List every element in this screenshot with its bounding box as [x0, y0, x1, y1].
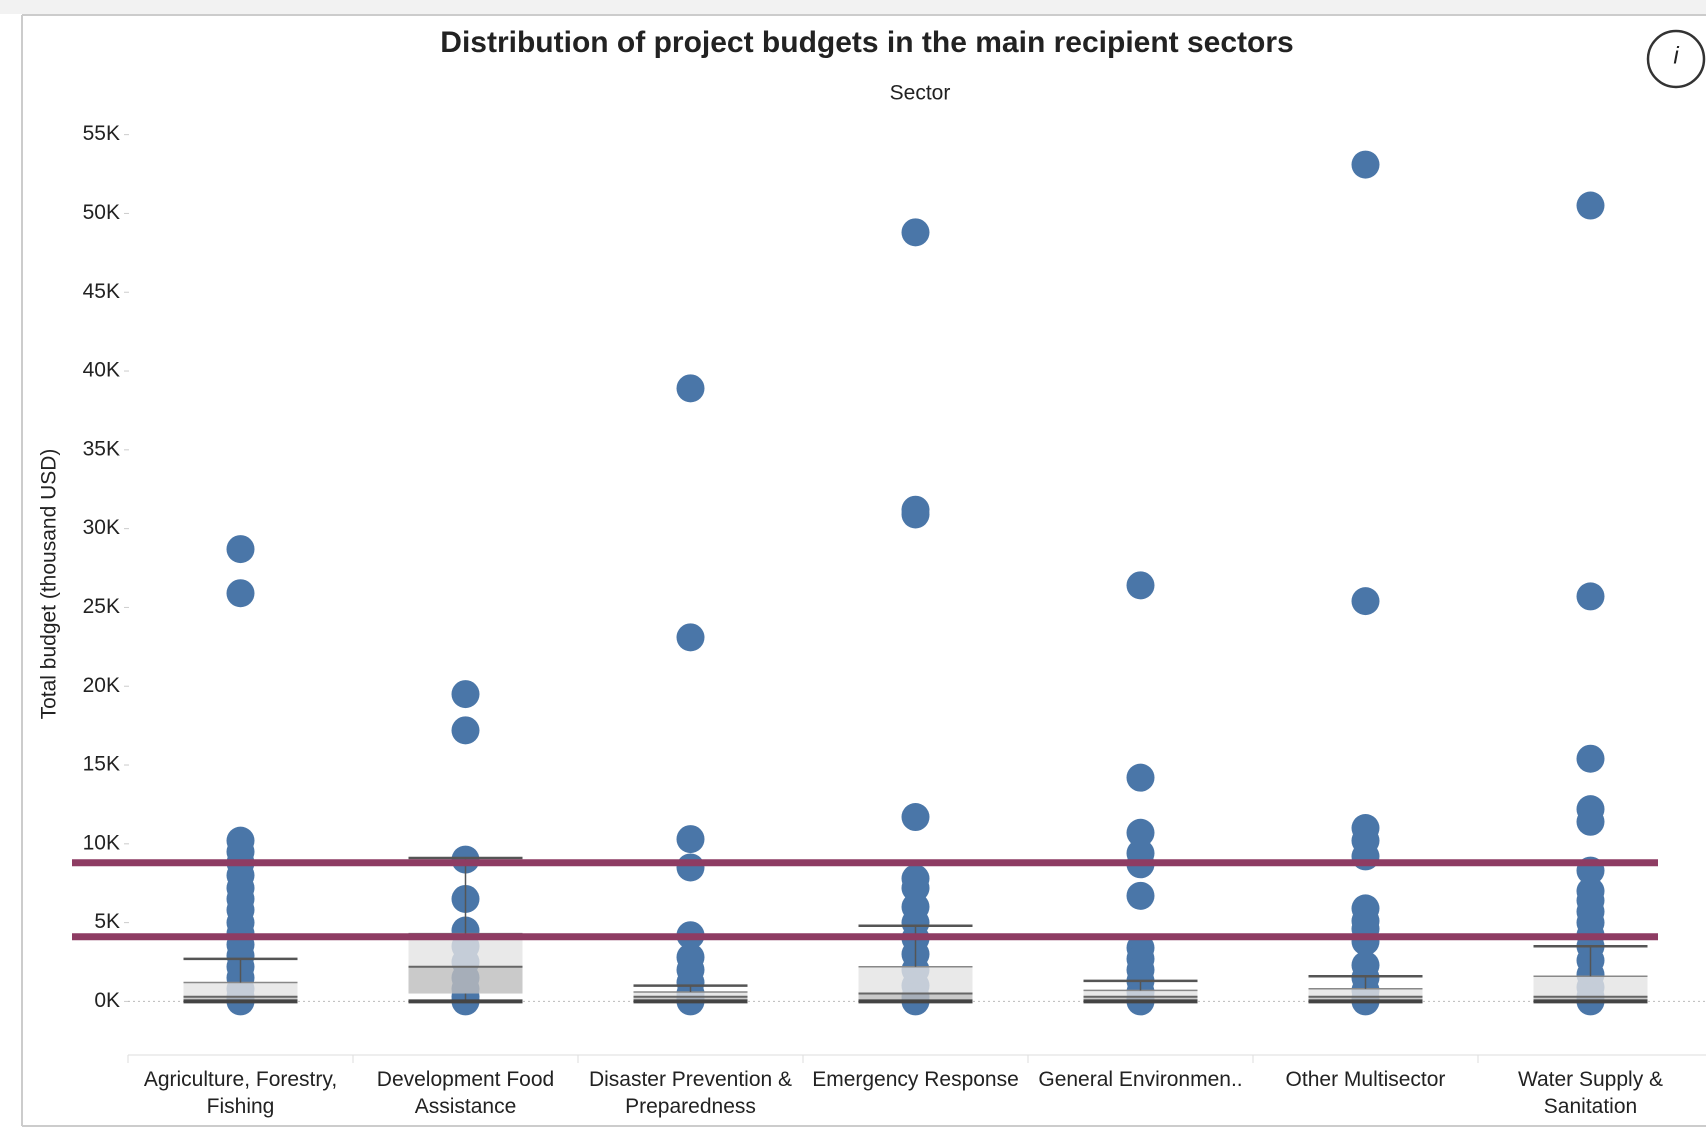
box-upper — [633, 991, 748, 997]
x-tick-label: Disaster Prevention & Preparedness — [588, 1068, 793, 1118]
box-upper — [1308, 988, 1423, 997]
data-point — [901, 218, 930, 247]
data-point — [1126, 571, 1155, 600]
chart-title: Distribution of project budgets in the m… — [440, 26, 1293, 59]
x-tick-label: Development Food Assistance — [376, 1068, 555, 1118]
column-header: Sector — [890, 82, 951, 105]
y-tick-label: 50K — [83, 201, 120, 224]
data-point — [1576, 582, 1605, 611]
y-tick-label: 15K — [83, 753, 120, 776]
data-point — [1576, 191, 1605, 220]
y-tick-label: 30K — [83, 516, 120, 539]
box-lower — [1308, 996, 1423, 1000]
box-lower — [633, 996, 748, 1000]
info-icon[interactable]: i — [1673, 42, 1679, 69]
data-point — [901, 803, 930, 832]
y-tick-label: 5K — [94, 910, 120, 933]
x-tick-label: Agriculture, Forestry, Fishing — [143, 1068, 338, 1118]
data-point — [451, 680, 480, 709]
box-lower — [858, 993, 973, 1000]
data-point — [1351, 587, 1380, 616]
data-point — [451, 716, 480, 745]
top-bar — [0, 0, 1706, 14]
y-tick-label: 25K — [83, 595, 120, 618]
box-upper — [1083, 990, 1198, 997]
y-tick-label: 35K — [83, 437, 120, 460]
x-tick-label: Water Supply & Sanitation — [1517, 1068, 1664, 1118]
y-axis-label: Total budget (thousand USD) — [38, 449, 61, 720]
data-point — [1576, 744, 1605, 773]
box-lower — [1083, 996, 1198, 1000]
info-button[interactable] — [1646, 29, 1706, 89]
y-tick-label: 45K — [83, 280, 120, 303]
box-upper — [1533, 976, 1648, 997]
data-point — [676, 825, 705, 854]
box-upper — [858, 966, 973, 994]
y-tick-label: 40K — [83, 359, 120, 382]
box-lower — [1533, 996, 1648, 1000]
data-point — [1126, 881, 1155, 910]
data-point — [901, 500, 930, 529]
data-point — [1576, 807, 1605, 836]
y-tick-label: 0K — [94, 989, 120, 1012]
y-tick-label: 55K — [83, 122, 120, 145]
data-point — [676, 853, 705, 882]
data-point — [1351, 150, 1380, 179]
x-tick-label: Other Multisector — [1285, 1068, 1446, 1091]
data-point — [226, 535, 255, 564]
data-point — [676, 374, 705, 403]
data-point — [1126, 818, 1155, 847]
box-upper — [183, 982, 298, 997]
x-tick-label: General Environmen.. — [1038, 1068, 1243, 1091]
data-point — [226, 579, 255, 608]
x-tick-label: Emergency Response — [812, 1068, 1019, 1091]
data-point — [676, 623, 705, 652]
box-lower — [408, 966, 523, 994]
y-tick-label: 20K — [83, 674, 120, 697]
data-point — [1126, 763, 1155, 792]
box-lower — [183, 996, 298, 1000]
y-tick-label: 10K — [83, 831, 120, 854]
